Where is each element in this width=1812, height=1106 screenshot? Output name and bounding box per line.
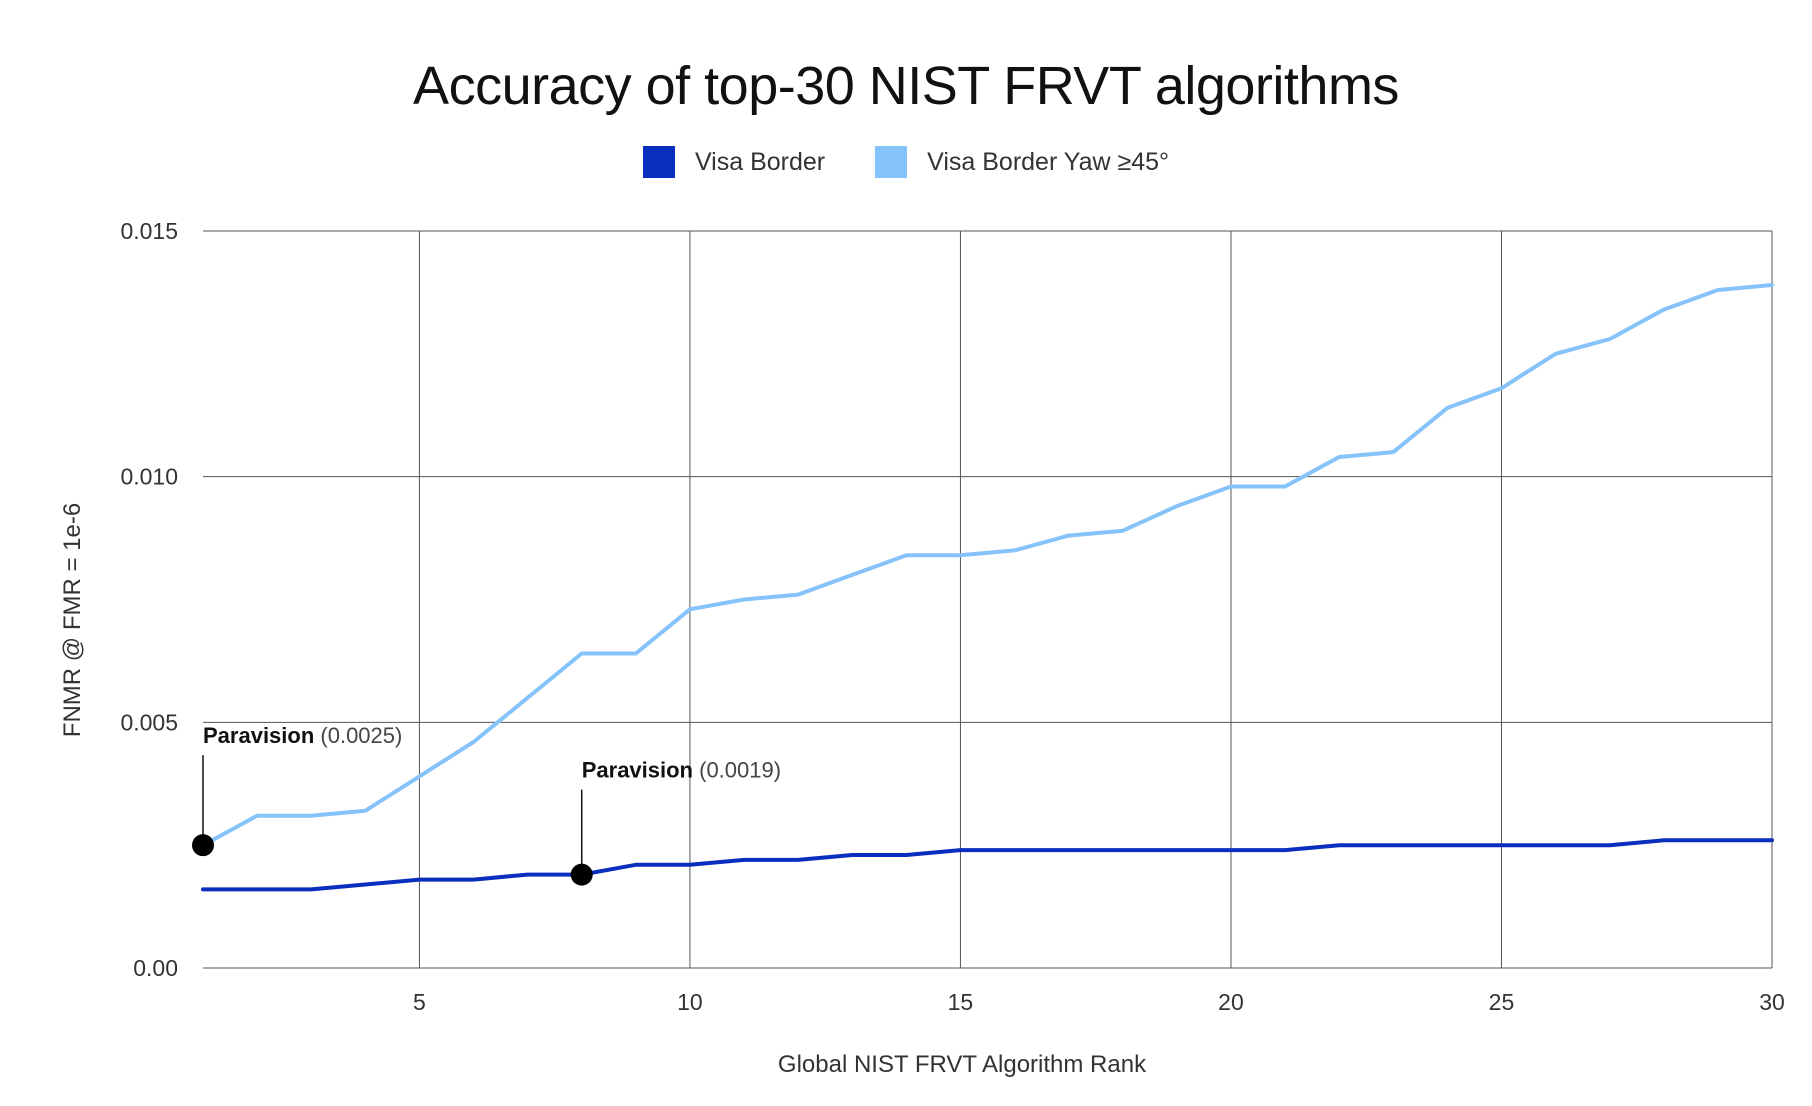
legend-label-visa-border-yaw: Visa Border Yaw ≥45° [927, 147, 1170, 176]
annotation-marker [192, 834, 214, 857]
x-tick-label: 25 [1489, 989, 1515, 1015]
series-line-visa-border-yaw [201, 283, 1774, 848]
legend-swatch-visa-border-yaw [875, 146, 908, 178]
x-tick-label: 20 [1218, 989, 1244, 1015]
annotation-name: Paravision [582, 758, 693, 783]
annotation-marker [570, 863, 593, 886]
annotations: Paravision (0.0025)Paravision (0.0019) [192, 723, 781, 886]
series-line-visa-border [201, 838, 1774, 892]
x-tick-label: 10 [677, 989, 703, 1015]
annotation-value: (0.0019) [693, 758, 781, 783]
series-lines [201, 283, 1774, 892]
y-axis-title: FNMR @ FMR = 1e-6 [59, 503, 86, 737]
x-tick-label: 30 [1759, 989, 1785, 1015]
y-tick-label: 0.015 [120, 218, 178, 244]
x-tick-label: 15 [948, 989, 974, 1015]
annotation-label: Paravision (0.0019) [582, 758, 781, 783]
annotation-label: Paravision (0.0025) [203, 723, 402, 748]
chart-title: Accuracy of top-30 NIST FRVT algorithms [413, 56, 1399, 116]
annotation-value: (0.0025) [314, 723, 402, 748]
grid [203, 230, 1773, 969]
x-axis-title: Global NIST FRVT Algorithm Rank [778, 1051, 1147, 1078]
x-tick-label: 5 [413, 989, 426, 1015]
annotation-name: Paravision [203, 723, 314, 748]
tick-labels: 0.00 0.005 0.010 0.015 5 10 15 20 25 30 [120, 218, 1784, 1015]
legend-label-visa-border: Visa Border [694, 147, 826, 176]
legend-entry-visa-border: Visa Border [642, 146, 826, 178]
y-tick-label: 0.005 [120, 709, 178, 735]
y-tick-label: 0.010 [120, 464, 178, 490]
legend-entry-visa-border-yaw: Visa Border Yaw ≥45° [875, 146, 1169, 178]
legend-swatch-visa-border [642, 146, 675, 178]
y-tick-label: 0.00 [133, 955, 178, 981]
legend: Visa Border Visa Border Yaw ≥45° [0, 146, 1812, 178]
